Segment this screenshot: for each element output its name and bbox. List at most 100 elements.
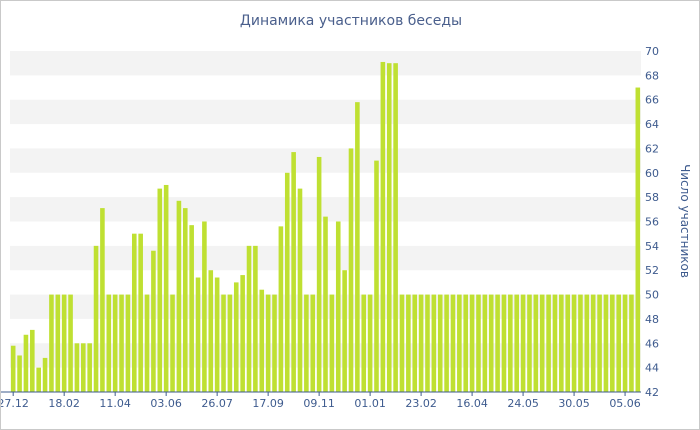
x-tick-label: 16.04 bbox=[456, 397, 488, 410]
bar bbox=[81, 343, 86, 392]
y-tick-label: 42 bbox=[645, 386, 659, 399]
bar bbox=[284, 172, 290, 392]
y-tick-label: 56 bbox=[645, 216, 659, 229]
bar bbox=[457, 294, 462, 392]
bar bbox=[272, 294, 277, 392]
bar bbox=[278, 226, 284, 392]
y-tick-label: 68 bbox=[645, 69, 659, 82]
bar bbox=[182, 208, 188, 392]
bar bbox=[469, 294, 475, 392]
x-tick-label: 11.04 bbox=[99, 397, 131, 410]
x-tick-label: 23.02 bbox=[405, 397, 437, 410]
bar bbox=[170, 294, 175, 392]
bar bbox=[291, 152, 296, 392]
y-tick-label: 70 bbox=[645, 45, 659, 58]
bar bbox=[520, 294, 526, 392]
bar bbox=[61, 294, 67, 392]
bar bbox=[482, 294, 488, 392]
x-tick-label: 17.09 bbox=[252, 397, 284, 410]
bar bbox=[202, 221, 207, 392]
bar bbox=[87, 343, 92, 392]
bar bbox=[310, 294, 316, 392]
bar bbox=[157, 188, 163, 392]
grid-band bbox=[10, 99, 641, 125]
bar bbox=[597, 294, 602, 392]
bar bbox=[240, 275, 245, 392]
bar bbox=[393, 63, 398, 393]
bar bbox=[323, 216, 328, 392]
bar bbox=[374, 160, 379, 392]
bar bbox=[399, 294, 405, 392]
bar bbox=[195, 277, 201, 392]
bar bbox=[418, 294, 424, 392]
bar bbox=[348, 148, 354, 392]
bar bbox=[367, 294, 373, 392]
x-tick-label: 27.12 bbox=[1, 397, 29, 410]
bar bbox=[552, 294, 558, 392]
bar bbox=[571, 294, 577, 392]
bar bbox=[253, 245, 258, 392]
bar bbox=[131, 233, 137, 392]
x-tick-label: 01.01 bbox=[354, 397, 386, 410]
bar bbox=[622, 294, 628, 392]
bar bbox=[233, 282, 239, 392]
bar bbox=[208, 270, 214, 392]
x-tick-label: 03.06 bbox=[150, 397, 182, 410]
bar bbox=[406, 294, 411, 392]
x-tick-label: 24.05 bbox=[507, 397, 539, 410]
y-tick-label: 66 bbox=[645, 94, 659, 107]
y-tick-label: 48 bbox=[645, 313, 659, 326]
bar bbox=[246, 245, 252, 392]
bar bbox=[30, 329, 35, 392]
bar bbox=[189, 225, 194, 392]
bar bbox=[304, 294, 309, 392]
bar bbox=[297, 188, 303, 392]
bar bbox=[361, 294, 367, 392]
bar bbox=[488, 294, 494, 392]
bar bbox=[163, 184, 169, 392]
bars-group bbox=[10, 61, 641, 393]
bar bbox=[629, 294, 634, 392]
bar bbox=[514, 294, 520, 392]
y-tick-label: 54 bbox=[645, 240, 659, 253]
bar bbox=[23, 334, 29, 392]
bar bbox=[259, 289, 265, 392]
x-tick-label: 05.06 bbox=[609, 397, 641, 410]
bar bbox=[329, 294, 335, 392]
bar bbox=[635, 87, 641, 393]
y-tick-label: 46 bbox=[645, 337, 659, 350]
bar bbox=[49, 294, 54, 392]
y-axis-label: Число участников bbox=[678, 164, 692, 278]
grid-band bbox=[10, 148, 641, 173]
bar bbox=[533, 294, 539, 392]
bar bbox=[342, 270, 347, 392]
bar bbox=[425, 294, 430, 392]
bar bbox=[565, 294, 570, 392]
bar bbox=[93, 245, 99, 392]
bar bbox=[106, 294, 112, 392]
bar bbox=[610, 294, 615, 392]
bar bbox=[36, 367, 41, 392]
bar bbox=[10, 345, 16, 392]
x-ticks: 27.12 18.02 11.04 03.06 26.07 17.09 09.11 01.01… bbox=[1, 392, 641, 410]
bar bbox=[316, 156, 322, 392]
y-tick-label: 58 bbox=[645, 191, 659, 204]
bar bbox=[508, 294, 513, 392]
y-tick-label: 52 bbox=[645, 264, 659, 277]
bar bbox=[444, 294, 449, 392]
bar bbox=[221, 294, 226, 392]
x-tick-label: 09.11 bbox=[303, 397, 335, 410]
bar bbox=[144, 294, 150, 392]
bar bbox=[412, 294, 418, 392]
bar bbox=[590, 294, 596, 392]
bar bbox=[616, 294, 621, 392]
bar bbox=[335, 221, 341, 392]
bar bbox=[578, 294, 583, 392]
bar bbox=[539, 294, 545, 392]
bar bbox=[214, 277, 220, 392]
bar bbox=[527, 294, 532, 392]
bar bbox=[495, 294, 500, 392]
bar bbox=[603, 294, 609, 392]
